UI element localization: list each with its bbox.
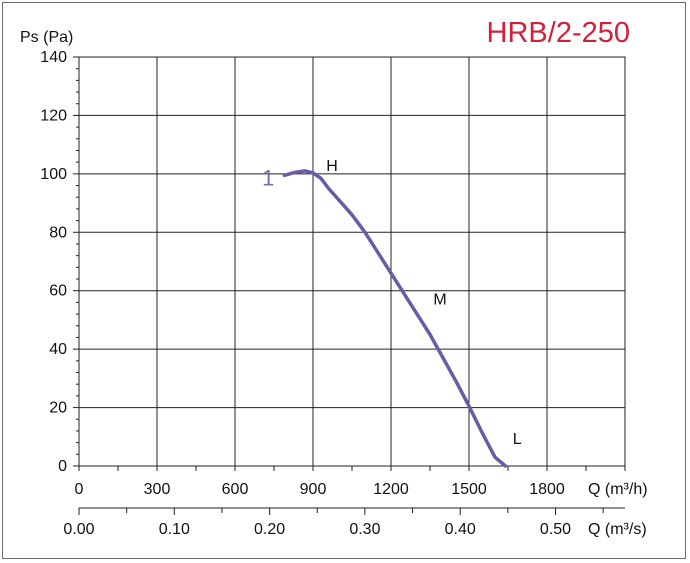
y-tick-label: 120	[40, 107, 67, 124]
y-tick-label: 60	[49, 283, 67, 300]
x2-tick-label: 0.20	[254, 521, 285, 538]
plot-border	[78, 56, 626, 467]
x2-tick-label: 0.10	[159, 521, 190, 538]
y-axis-title: Ps (Pa)	[20, 29, 73, 46]
axes: 0 20 40 60 80 100 120 140 0 300 600 900 1200 1500 1800…	[40, 49, 626, 538]
y-tick-label: 140	[40, 49, 67, 66]
y-tick-label: 40	[49, 341, 67, 358]
x2-axis-title: Q (m³/s)	[588, 521, 647, 538]
y-tick-label: 20	[49, 400, 67, 417]
operating-point-label: H	[326, 158, 338, 175]
operating-point-label: M	[433, 292, 446, 309]
y-tick-label: 100	[40, 166, 67, 183]
grid-lines	[78, 56, 626, 467]
chart-title: HRB/2-250	[487, 17, 630, 49]
x-tick-label: 900	[300, 481, 327, 498]
x2-tick-label: 0.50	[540, 521, 571, 538]
fan-curve-line	[282, 169, 508, 468]
y-tick-label: 0	[58, 458, 67, 475]
operating-point-label: L	[513, 431, 522, 448]
point-labels: 1 H M L	[262, 158, 522, 448]
series-layer	[282, 169, 508, 468]
x-tick-label: 1200	[373, 481, 409, 498]
x2-tick-label: 0.00	[63, 521, 94, 538]
x-tick-label: 300	[144, 481, 171, 498]
x2-tick-label: 0.40	[445, 521, 476, 538]
y-tick-label: 80	[49, 224, 67, 241]
x-tick-label: 1500	[451, 481, 487, 498]
x2-tick-label: 0.30	[349, 521, 380, 538]
x-tick-label: 0	[75, 481, 84, 498]
x-tick-label: 600	[222, 481, 249, 498]
x-tick-label: 1800	[529, 481, 565, 498]
x-axis-title: Q (m³/h)	[588, 481, 648, 498]
curve-id-label: 1	[262, 165, 274, 190]
